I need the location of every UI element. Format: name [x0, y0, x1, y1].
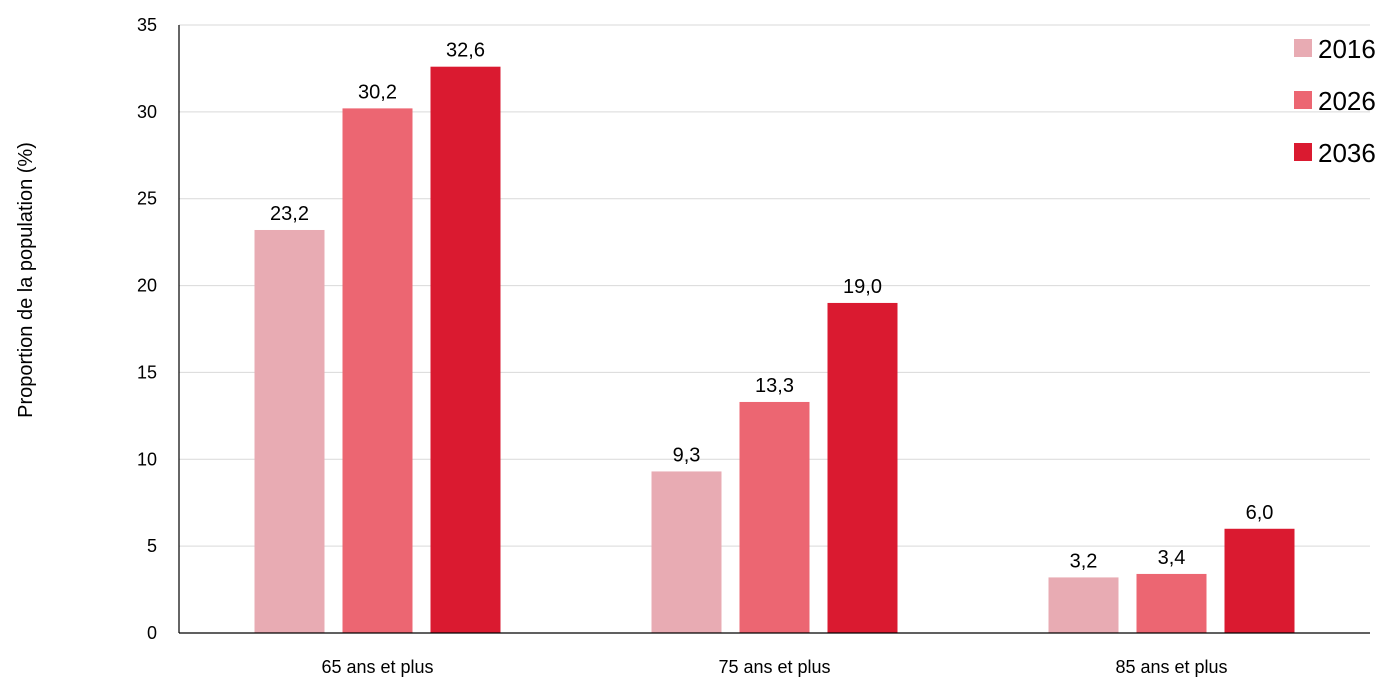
y-tick-label: 35	[137, 15, 157, 35]
bar	[1048, 577, 1119, 633]
axes: 0 5 10 15 20 25 30 35 65 ans et plus 75 ans et pl…	[137, 15, 1370, 677]
y-tick-label: 15	[137, 362, 157, 382]
bar	[651, 471, 722, 633]
data-label: 19,0	[843, 276, 882, 298]
bar	[1224, 528, 1295, 633]
y-tick-label: 10	[137, 449, 157, 469]
legend-label: 2026	[1318, 86, 1376, 116]
data-label: 32,6	[446, 40, 485, 62]
y-tick-label: 20	[137, 276, 157, 296]
y-tick-label: 25	[137, 189, 157, 209]
data-label: 3,2	[1070, 550, 1098, 572]
legend: 2016 2026 2036	[1294, 34, 1376, 168]
bar	[430, 66, 501, 634]
legend-swatch	[1294, 143, 1312, 161]
x-tick-label: 75 ans et plus	[718, 657, 830, 677]
bar	[1136, 573, 1207, 633]
data-label: 13,3	[755, 375, 794, 397]
data-label: 30,2	[358, 81, 397, 103]
y-tick-label: 5	[147, 536, 157, 556]
legend-label: 2016	[1318, 34, 1376, 64]
x-tick-label: 65 ans et plus	[321, 657, 433, 677]
data-labels: 23,2 30,2 32,6 9,3 13,3 19,0 3,2 3,4 6,0	[270, 40, 1273, 573]
legend-swatch	[1294, 39, 1312, 57]
bar	[342, 108, 413, 633]
bars	[254, 66, 1295, 634]
data-label: 9,3	[673, 444, 701, 466]
data-label: 6,0	[1246, 502, 1274, 524]
legend-label: 2036	[1318, 138, 1376, 168]
x-tick-label: 85 ans et plus	[1115, 657, 1227, 677]
legend-swatch	[1294, 91, 1312, 109]
y-tick-label: 0	[147, 623, 157, 643]
y-axis-title: Proportion de la population (%)	[15, 142, 37, 418]
bar	[827, 302, 898, 633]
bar	[739, 401, 810, 633]
y-tick-label: 30	[137, 102, 157, 122]
data-label: 3,4	[1158, 547, 1186, 569]
bar	[254, 229, 325, 634]
data-label: 23,2	[270, 203, 309, 225]
